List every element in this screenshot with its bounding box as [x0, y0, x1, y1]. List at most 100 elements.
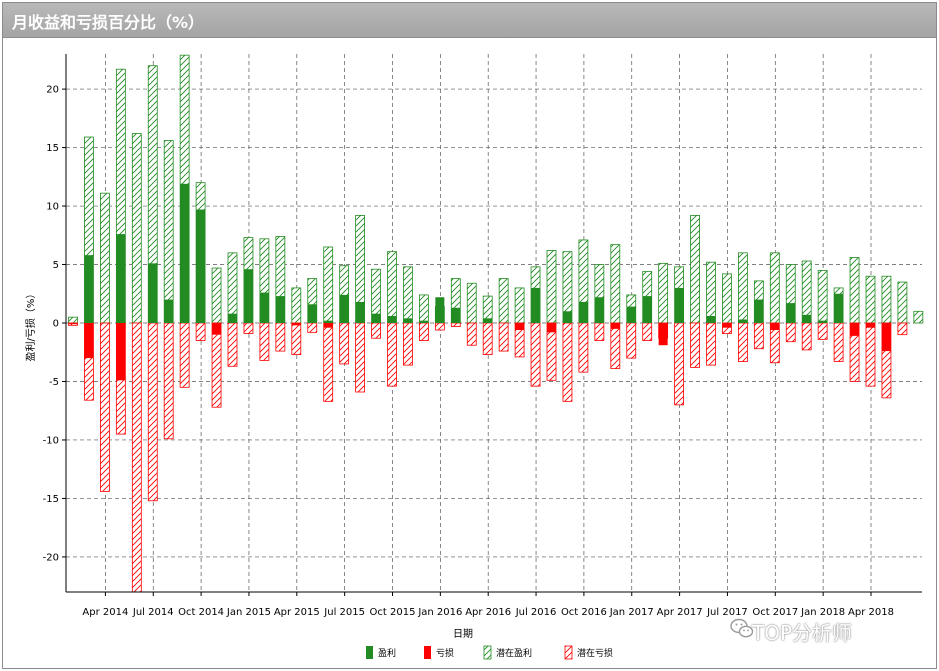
bar-profit [307, 304, 317, 323]
x-tick-label: Jan 2018 [800, 607, 845, 618]
bar-profit [594, 297, 604, 323]
bar-latent-loss [833, 322, 844, 362]
bar-latent-profit [131, 133, 142, 324]
x-tick-label: Jul 2016 [515, 607, 557, 618]
y-tick-label: 0 [53, 319, 59, 330]
bar-loss [84, 323, 94, 359]
bar-profit [435, 297, 445, 323]
bar-latent-loss [610, 322, 621, 370]
legend-swatch [424, 646, 431, 659]
bar-loss [610, 323, 620, 329]
bar-profit [259, 292, 269, 323]
y-tick-label: -10 [43, 435, 59, 446]
bar-latent-profit [897, 281, 908, 324]
watermark-text: TOP分析师 [752, 621, 853, 645]
bar-latent-profit [323, 246, 334, 324]
bar-latent-profit [690, 214, 700, 324]
bar-profit [642, 296, 652, 323]
bar-profit [626, 306, 636, 323]
bar-latent-loss [387, 322, 397, 387]
bar-latent-loss [403, 322, 413, 366]
chart-title: 月收益和亏损百分比（%） [12, 13, 205, 32]
y-axis-label: 盈利/亏损（%） [24, 289, 37, 362]
bar-profit [180, 183, 190, 323]
bar-latent-loss [323, 322, 334, 402]
bar-profit [164, 299, 174, 323]
bar-latent-loss [690, 322, 700, 368]
bar-loss [658, 323, 668, 346]
bar-latent-profit [658, 262, 669, 324]
bar-latent-loss [482, 322, 493, 355]
bar-latent-loss [243, 322, 254, 334]
bar-latent-loss [450, 322, 461, 327]
bar-latent-loss [195, 322, 206, 341]
bar-latent-profit [291, 287, 302, 324]
bar-loss [291, 323, 301, 326]
bar-profit [706, 315, 716, 323]
bar-latent-profit [100, 192, 110, 324]
bar-loss [515, 323, 525, 331]
x-tick-label: Apr 2018 [848, 607, 894, 618]
legend-label: 潜在盈利 [496, 647, 532, 659]
bar-loss [770, 323, 780, 331]
bar-profit [196, 209, 206, 323]
bar-profit [419, 320, 429, 323]
bar-latent-loss [291, 322, 302, 355]
bar-loss [116, 323, 126, 381]
bar-latent-loss [594, 322, 605, 341]
bar-loss [547, 323, 556, 333]
bar-latent-loss [865, 322, 876, 387]
bar-latent-loss [355, 322, 366, 393]
y-tick-label: 5 [53, 260, 59, 271]
bar-latent-loss [339, 322, 350, 365]
bar-latent-profit [865, 275, 876, 324]
bar-profit [674, 287, 684, 323]
bar-latent-profit [738, 252, 748, 324]
bar-latent-loss [211, 322, 222, 408]
x-tick-label: Jan 2015 [226, 607, 271, 618]
bar-latent-loss [674, 322, 684, 406]
bar-profit [387, 315, 397, 323]
x-tick-label: Jul 2014 [132, 607, 174, 618]
x-axis-ticks: Apr 2014 Jul 2014 Oct 2014 Jan 2015 Apr 2015… [82, 592, 894, 618]
bar-latent-loss [259, 322, 270, 361]
bars [68, 54, 924, 593]
bar-latent-profit [498, 278, 509, 324]
wechat-icon [730, 618, 754, 638]
bar-latent-loss [706, 322, 716, 366]
y-tick-label: 20 [46, 85, 59, 96]
y-axis-ticks: -20 -15 -10 -5 0 5 10 15 20 [43, 85, 66, 563]
bar-latent-profit [610, 244, 621, 324]
legend: 盈利 亏损 潜在盈利 潜在亏损 [366, 645, 613, 660]
bar-profit [531, 287, 541, 323]
bar-latent-loss [100, 322, 110, 492]
y-tick-label: -20 [43, 552, 59, 563]
bar-profit [403, 318, 413, 323]
bar-loss [850, 323, 860, 336]
legend-swatch [366, 646, 373, 659]
bar-profit [738, 319, 748, 323]
bar-profit [754, 299, 764, 323]
bar-latent-profit [817, 269, 828, 324]
bar-latent-loss [578, 322, 589, 373]
bar-profit [451, 307, 461, 323]
bar-latent-profit [706, 261, 716, 324]
bar-latent-profit [466, 282, 477, 324]
bar-latent-loss [562, 322, 573, 402]
bar-latent-loss [738, 322, 748, 362]
x-tick-label: Jan 2016 [417, 607, 462, 618]
y-tick-label: 10 [46, 202, 59, 213]
bar-profit [786, 303, 796, 323]
x-tick-label: Oct 2014 [178, 607, 224, 618]
x-tick-label: Oct 2016 [561, 607, 607, 618]
bar-profit [339, 294, 349, 323]
bar-latent-loss [131, 322, 142, 593]
bar-profit [323, 320, 333, 323]
bar-profit [84, 255, 94, 323]
bar-profit [834, 293, 844, 323]
bar-latent-loss [466, 322, 477, 346]
bar-profit [275, 296, 285, 323]
bar-latent-profit [387, 251, 397, 324]
